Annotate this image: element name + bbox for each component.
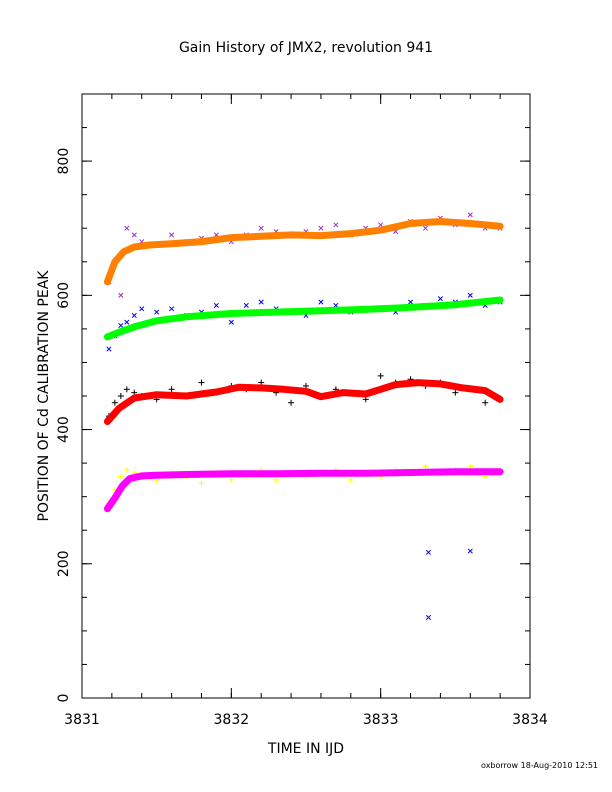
x-tick-label: 3834 [512,712,548,728]
marker-stroke [154,309,160,315]
data-point [377,372,384,379]
x-tick-label: 3832 [214,712,250,728]
x-tick-label: 3831 [64,712,100,728]
marker-stroke [318,299,324,305]
data-point [407,299,414,305]
data-point [131,232,137,238]
data-point [467,212,473,218]
marker-stroke [258,299,264,305]
data-point [482,399,489,406]
data-point [318,299,324,305]
marker-stroke [425,549,432,555]
data-point [228,476,235,483]
marker-stroke [106,346,112,352]
y-tick-label: 200 [56,550,72,577]
data-point [452,389,459,396]
marker-stroke [124,225,130,231]
data-point [154,309,160,315]
data-point [273,476,280,483]
data-point [258,299,264,305]
marker-stroke [124,319,130,325]
marker-stroke [333,302,339,308]
chart-title: Gain History of JMX2, revolution 941 [179,40,433,56]
marker-stroke [393,229,399,235]
fit-curve-6 [103,379,504,425]
marker-stroke [378,222,384,228]
series-layer [103,212,504,621]
data-point [243,302,249,308]
data-point [347,476,354,483]
marker-stroke [243,302,249,308]
data-point [123,386,130,393]
fit-curve-3 [103,296,504,341]
data-point [131,312,137,319]
marker-stroke [467,212,473,218]
marker-stroke [131,312,137,319]
data-point [139,306,145,312]
marker-stroke [131,232,137,238]
data-point [228,319,234,325]
data-point [123,466,130,473]
data-point [117,393,124,399]
data-point [213,302,219,308]
y-tick-label: 0 [56,694,72,703]
y-tick-label: 800 [56,148,72,175]
data-point [258,225,264,231]
fit-curve-8 [103,468,504,513]
data-point [198,480,205,487]
marker-stroke [213,302,219,308]
marker-stroke [169,232,175,238]
marker-stroke [139,306,145,312]
data-point [124,319,130,325]
data-point [117,473,124,480]
marker-stroke [118,292,124,298]
data-point [111,399,118,406]
footer-credit: oxborrow 18-Aug-2010 12:51 [481,761,598,770]
marker-stroke [333,222,339,228]
data-point [333,222,339,228]
data-point [106,346,112,352]
data-point [168,386,175,393]
data-point [425,614,432,621]
axes: 3831 3832 3833 3834 0 200 400 600 800 [56,93,548,728]
marker-stroke [258,225,264,231]
data-point [422,225,429,231]
data-point [118,292,124,298]
y-axis-label: POSITION OF Cd CALIBRATION PEAK [36,270,52,522]
marker-stroke [318,225,324,231]
data-point [318,225,324,231]
fit-curve-1 [103,218,504,286]
marker-stroke [422,225,429,231]
marker-stroke [118,322,124,329]
data-point [467,292,473,298]
data-point [425,549,432,555]
marker-stroke [437,296,443,302]
marker-stroke [407,299,414,305]
data-point [169,306,175,312]
data-point [118,322,124,329]
marker-stroke [169,306,175,312]
data-point [169,232,175,238]
y-tick-label: 400 [56,416,72,443]
data-point [437,296,443,302]
marker-stroke [467,292,473,298]
marker-stroke [425,614,432,621]
x-axis-label: TIME IN IJD [267,741,344,757]
data-point [198,379,205,386]
data-point [124,225,130,231]
data-point [422,463,429,470]
marker-stroke [467,548,473,554]
marker-stroke [228,319,234,325]
data-point [467,548,473,554]
data-point [288,399,295,406]
x-tick-label: 3833 [363,712,399,728]
y-tick-label: 600 [56,282,72,309]
